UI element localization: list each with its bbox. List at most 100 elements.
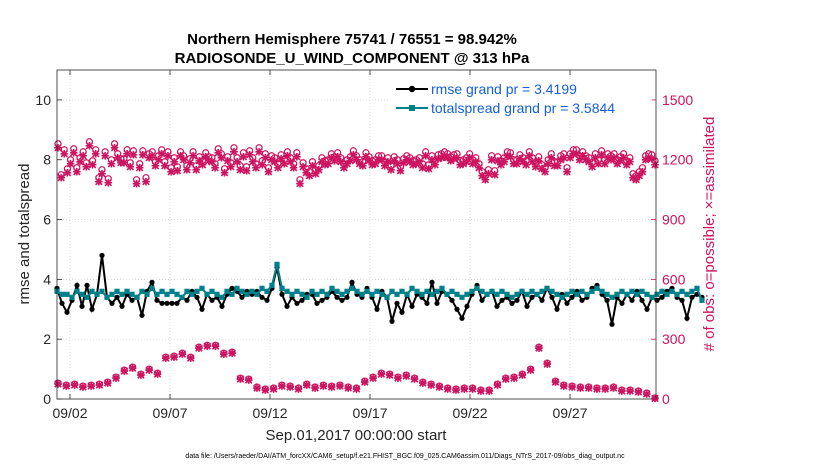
totalspread-point (529, 288, 535, 294)
totalspread-point (329, 285, 335, 291)
obs_assimilated-point (531, 162, 540, 171)
obs_assimilated_00z-point (535, 344, 543, 352)
rmse-point (689, 294, 695, 300)
obs_assimilated_00z-point (352, 385, 361, 393)
totalspread-point (364, 288, 370, 294)
totalspread-point (254, 291, 260, 297)
totalspread-point (609, 294, 615, 300)
obs_assimilated-point (104, 178, 113, 187)
rmse-point (299, 297, 305, 303)
totalspread-point (534, 291, 540, 297)
obs_assimilated_00z-point (427, 381, 435, 389)
totalspread-point (124, 288, 130, 294)
rmse-point (174, 300, 180, 306)
y-tick-label-left: 8 (43, 152, 51, 168)
legend-box (390, 78, 652, 120)
totalspread-point (199, 285, 205, 291)
obs_assimilated-point (79, 151, 87, 160)
obs_assimilated_00z-point (319, 382, 328, 390)
totalspread-point (239, 288, 245, 294)
obs_assimilated-point (98, 169, 106, 178)
obs_assimilated_00z-point (244, 376, 253, 384)
totalspread-point (234, 285, 240, 291)
totalspread-point (159, 288, 165, 294)
totalspread-point (64, 291, 70, 297)
obs_assimilated-point (252, 163, 260, 172)
obs_assimilated-point (211, 163, 219, 172)
rmse-point (319, 297, 325, 303)
totalspread-point (409, 285, 415, 291)
totalspread-point (314, 291, 320, 297)
obs_assimilated-point (255, 147, 263, 156)
obs_assimilated-point (88, 160, 97, 169)
obs_assimilated-point (506, 152, 515, 161)
obs_assimilated-point (619, 153, 628, 162)
rmse-point (114, 294, 120, 300)
obs_assimilated_00z-point (87, 382, 95, 390)
obs_assimilated-point (132, 179, 141, 188)
rmse-point (449, 297, 455, 303)
obs_assimilated-point (186, 158, 194, 167)
obs_assimilated-point (264, 167, 273, 176)
totalspread-point (229, 291, 235, 297)
obs_assimilated-point (198, 160, 207, 169)
chart-title-line1: Northern Hemisphere 75741 / 76551 = 98.9… (187, 31, 517, 48)
obs_assimilated_00z-point (103, 379, 112, 387)
obs_assimilated-point (227, 162, 235, 171)
obs_assimilated_00z-point (161, 354, 170, 362)
obs_assimilated-point (597, 150, 606, 159)
obs_assimilated_00z-point (385, 371, 394, 379)
obs_assimilated_00z-point (95, 381, 104, 389)
rmse-point (264, 297, 270, 303)
rmse-point (119, 303, 125, 309)
totalspread-point (104, 294, 110, 300)
totalspread-point (599, 288, 605, 294)
totalspread-point (184, 288, 190, 294)
totalspread-point (344, 288, 350, 294)
obs_assimilated-point (148, 151, 157, 160)
obs_assimilated_00z-point (402, 372, 411, 380)
obs_assimilated_00z-point (510, 374, 518, 382)
totalspread-point (439, 285, 445, 291)
obs_assimilated-point (333, 152, 342, 161)
rmse-point (194, 294, 200, 300)
y-tick-label-left: 0 (43, 391, 51, 407)
totalspread-point (489, 288, 495, 294)
totalspread-point (179, 294, 185, 300)
totalspread-point (484, 291, 490, 297)
totalspread-point (259, 285, 265, 291)
rmse-point (89, 306, 95, 312)
x-tick-label: 09/12 (252, 405, 287, 421)
obs_assimilated_00z-point (501, 375, 510, 383)
rmse-point (509, 300, 515, 306)
obs_assimilated-point (201, 152, 210, 161)
totalspread-point (614, 291, 620, 297)
obs_assimilated_00z-point (186, 354, 195, 362)
totalspread-point (369, 291, 375, 297)
obs_assimilated_00z-point (145, 366, 154, 374)
rmse-point (639, 297, 645, 303)
legend-spread-label: totalspread grand pr = 3.5844 (431, 100, 615, 116)
rmse-point (219, 303, 225, 309)
totalspread-point (164, 291, 170, 297)
totalspread-point (249, 288, 255, 294)
x-axis-label: Sep.01,2017 00:00:00 start (266, 427, 448, 444)
totalspread-point (604, 291, 610, 297)
totalspread-point (694, 285, 700, 291)
totalspread-point (169, 288, 175, 294)
y-tick-label-right: 900 (662, 212, 686, 228)
obs_assimilated-point (76, 157, 84, 166)
obs_assimilated_00z-point (261, 386, 270, 394)
obs_assimilated-point (57, 173, 65, 182)
rmse-point (394, 300, 400, 306)
obs_assimilated-point (626, 157, 634, 166)
x-tick-label: 09/22 (452, 405, 487, 421)
obs_assimilated-point (189, 151, 197, 160)
totalspread-point (89, 288, 95, 294)
x-tick-label: 09/17 (352, 405, 387, 421)
plot-frame (56, 69, 657, 400)
totalspread-point (114, 288, 120, 294)
obs_assimilated-point (208, 157, 216, 166)
totalspread-point (429, 291, 435, 297)
obs_assimilated-point (308, 161, 317, 170)
